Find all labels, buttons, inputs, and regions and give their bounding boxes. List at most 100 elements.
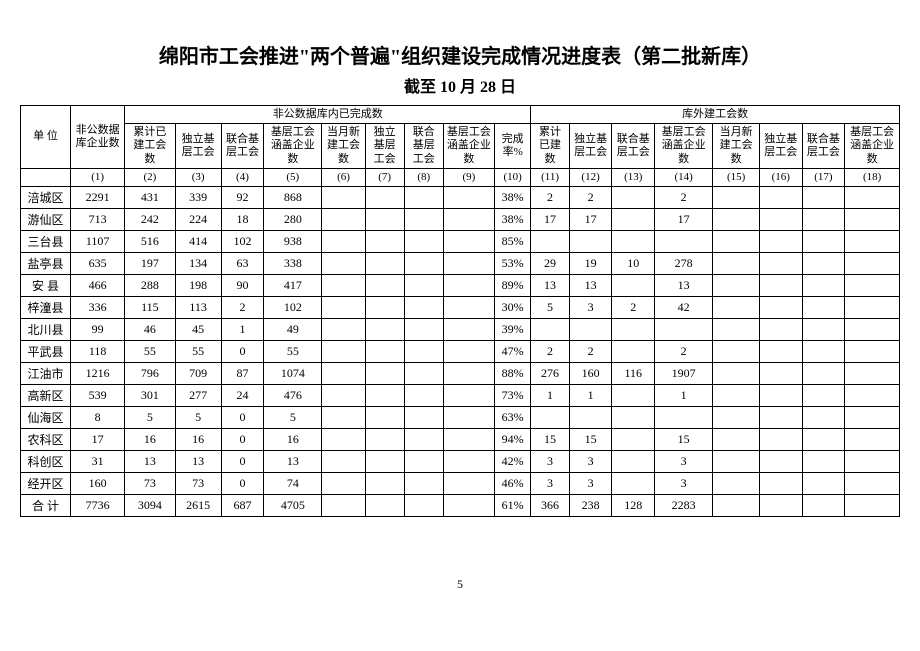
data-cell: 87 (221, 362, 263, 384)
data-cell: 0 (221, 428, 263, 450)
data-cell: 3 (569, 450, 612, 472)
data-cell (713, 450, 760, 472)
data-cell: 13 (125, 450, 175, 472)
data-cell: 224 (175, 208, 221, 230)
data-cell (759, 428, 802, 450)
unit-cell: 科创区 (21, 450, 71, 472)
data-cell (759, 384, 802, 406)
data-cell (531, 230, 569, 252)
data-cell: 7736 (71, 494, 125, 516)
data-cell (845, 362, 900, 384)
unit-cell: 江油市 (21, 362, 71, 384)
data-cell (655, 406, 713, 428)
data-cell: 1 (569, 384, 612, 406)
data-cell (365, 384, 404, 406)
data-cell (845, 472, 900, 494)
data-cell: 288 (125, 274, 175, 296)
data-cell: 709 (175, 362, 221, 384)
data-cell: 713 (71, 208, 125, 230)
th-g2-18: 基层工会涵盖企业数 (845, 124, 900, 169)
data-cell: 2291 (71, 186, 125, 208)
data-cell: 301 (125, 384, 175, 406)
data-cell (802, 252, 845, 274)
data-cell: 38% (495, 208, 531, 230)
page-subtitle: 截至 10 月 28 日 (20, 73, 900, 97)
data-cell (404, 406, 443, 428)
table-row: 游仙区7132422241828038%171717 (21, 208, 900, 230)
data-cell: 1074 (264, 362, 322, 384)
idx-4: (4) (221, 168, 263, 186)
data-cell (802, 450, 845, 472)
data-cell (802, 274, 845, 296)
data-cell (759, 296, 802, 318)
data-cell (443, 450, 494, 472)
data-cell: 15 (569, 428, 612, 450)
data-cell (802, 208, 845, 230)
data-cell (365, 472, 404, 494)
data-cell (845, 494, 900, 516)
data-cell (759, 208, 802, 230)
data-cell: 0 (221, 340, 263, 362)
data-cell (404, 362, 443, 384)
data-cell (802, 362, 845, 384)
data-cell (802, 494, 845, 516)
data-cell (443, 406, 494, 428)
data-cell: 2 (612, 296, 655, 318)
idx-1: (1) (71, 168, 125, 186)
data-cell (759, 362, 802, 384)
data-cell (612, 450, 655, 472)
data-cell: 197 (125, 252, 175, 274)
data-cell (845, 186, 900, 208)
data-cell: 10 (612, 252, 655, 274)
data-cell (443, 384, 494, 406)
data-cell (612, 186, 655, 208)
table-row: 经开区160737307446%333 (21, 472, 900, 494)
data-cell (612, 428, 655, 450)
data-cell: 339 (175, 186, 221, 208)
data-cell: 3 (531, 450, 569, 472)
data-cell: 476 (264, 384, 322, 406)
data-cell: 278 (655, 252, 713, 274)
data-cell: 2 (531, 340, 569, 362)
data-cell: 16 (125, 428, 175, 450)
data-cell (569, 406, 612, 428)
data-cell (759, 406, 802, 428)
data-cell: 17 (655, 208, 713, 230)
data-cell (713, 252, 760, 274)
data-cell: 3 (569, 296, 612, 318)
data-cell (569, 230, 612, 252)
data-cell: 19 (569, 252, 612, 274)
idx-16: (16) (759, 168, 802, 186)
data-cell: 0 (221, 450, 263, 472)
data-cell (404, 340, 443, 362)
th-g2-14: 基层工会涵盖企业数 (655, 124, 713, 169)
data-cell (759, 274, 802, 296)
data-cell: 115 (125, 296, 175, 318)
th-g1-7: 独立基层工会 (365, 124, 404, 169)
data-cell: 2 (655, 340, 713, 362)
table-row: 安 县4662881989041789%131313 (21, 274, 900, 296)
data-cell: 5 (125, 406, 175, 428)
data-cell (443, 252, 494, 274)
data-cell: 53% (495, 252, 531, 274)
table-row: 仙海区8550563% (21, 406, 900, 428)
th-g2-13: 联合基层工会 (612, 124, 655, 169)
data-cell: 102 (264, 296, 322, 318)
data-cell (759, 230, 802, 252)
data-cell: 13 (264, 450, 322, 472)
data-cell (322, 384, 365, 406)
data-cell: 55 (264, 340, 322, 362)
data-cell: 2 (221, 296, 263, 318)
data-cell: 198 (175, 274, 221, 296)
data-cell (802, 318, 845, 340)
idx-2: (2) (125, 168, 175, 186)
data-cell: 2615 (175, 494, 221, 516)
data-cell: 417 (264, 274, 322, 296)
data-cell: 868 (264, 186, 322, 208)
data-cell (443, 340, 494, 362)
data-cell: 0 (221, 472, 263, 494)
data-cell: 1 (655, 384, 713, 406)
data-cell: 1216 (71, 362, 125, 384)
table-row: 农科区17161601694%151515 (21, 428, 900, 450)
idx-6: (6) (322, 168, 365, 186)
